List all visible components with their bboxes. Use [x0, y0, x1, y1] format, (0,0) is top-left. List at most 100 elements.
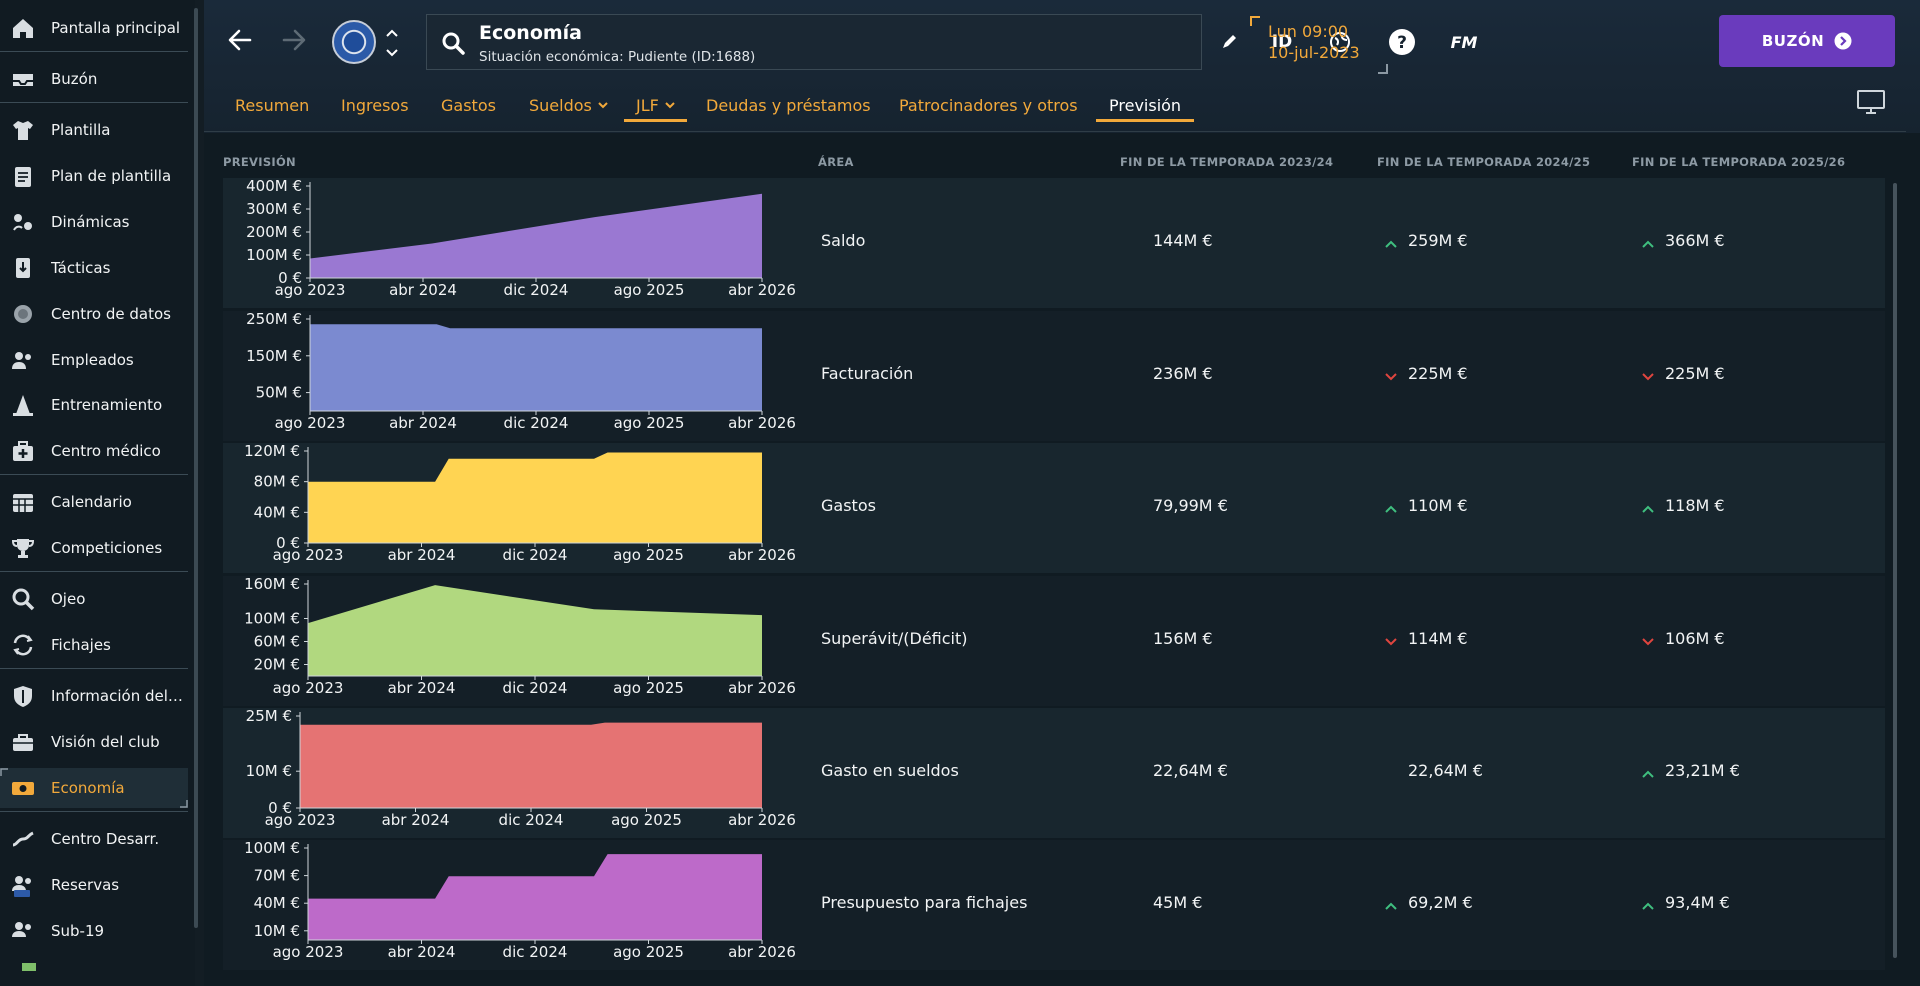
sidebar-item-calendar[interactable]: Calendario: [0, 482, 188, 522]
x-tick-label: abr 2026: [728, 811, 796, 829]
sidebar-item-data-hub[interactable]: Centro de datos: [0, 294, 188, 334]
training-cone-icon: [13, 395, 33, 416]
globe-icon: [1330, 32, 1350, 52]
svg-text:?: ?: [1397, 33, 1407, 53]
u19-icon: [12, 922, 31, 937]
y-tick-label: 0 €: [276, 534, 300, 552]
sidebar-item-clipboard[interactable]: Plan de plantilla: [0, 156, 188, 196]
transfers-icon: [13, 634, 33, 656]
id-label: ID: [1271, 32, 1293, 52]
content-scrollbar[interactable]: [1893, 183, 1897, 958]
column-header-season-2[interactable]: FIN DE LA TEMPORADA 2024/25: [1377, 155, 1591, 169]
y-tick-label: 80M €: [254, 473, 300, 491]
sidebar-item-inbox[interactable]: Buzón: [0, 59, 188, 99]
chevron-updown-icon[interactable]: [384, 26, 400, 60]
season-value: 22,64M €: [1408, 761, 1483, 780]
edit-button[interactable]: [1214, 24, 1244, 60]
sidebar-item-label: Competiciones: [51, 539, 163, 557]
search-box[interactable]: Economía Situación económica: Pudiente (…: [426, 14, 1202, 70]
sidebar-item-home[interactable]: Pantalla principal: [0, 8, 188, 48]
sidebar-item-club-shield[interactable]: Información del club: [0, 676, 188, 716]
y-tick-label: 160M €: [244, 575, 300, 593]
date-day: 10-jul-2023: [1268, 43, 1360, 62]
x-tick-label: dic 2024: [503, 679, 568, 697]
y-tick-label: 300M €: [246, 200, 302, 218]
home-icon: [13, 19, 33, 38]
x-tick-label: ago 2025: [611, 811, 682, 829]
sidebar-item-transfers[interactable]: Fichajes: [0, 625, 188, 665]
date-time: Lun 09:00: [1268, 22, 1349, 41]
staff-icon: [12, 352, 31, 369]
x-tick-label: abr 2026: [728, 943, 796, 961]
tab-label: Resumen: [235, 95, 310, 115]
monitor-icon[interactable]: [1856, 89, 1886, 115]
tab-prevision[interactable]: Previsión: [1109, 90, 1181, 120]
sidebar-item-reserves[interactable]: Reservas: [0, 865, 188, 905]
sidebar-item-money[interactable]: Economía: [0, 768, 188, 808]
column-header-season-1[interactable]: FIN DE LA TEMPORADA 2023/24: [1120, 155, 1334, 169]
sidebar-item-label: Sub-19: [51, 922, 105, 940]
tab-patrocinadores-y-otros[interactable]: Patrocinadores y otros: [899, 90, 1078, 120]
sidebar-item-briefcase[interactable]: Visión del club: [0, 722, 188, 762]
sidebar-separator: [0, 102, 188, 103]
globe-button[interactable]: [1322, 24, 1358, 60]
sidebar-item-staff[interactable]: Empleados: [0, 340, 188, 380]
sidebar-separator: [0, 51, 188, 52]
sidebar-item-label: Plantilla: [51, 121, 111, 139]
x-tick-label: abr 2024: [388, 679, 456, 697]
tab-sueldos[interactable]: Sueldos: [529, 90, 608, 120]
x-tick-label: ago 2023: [273, 943, 344, 961]
header: Economía Situación económica: Pudiente (…: [204, 0, 1920, 133]
x-tick-label: dic 2024: [503, 546, 568, 564]
sidebar-item-dynamics[interactable]: Dinámicas: [0, 202, 188, 242]
back-button[interactable]: [222, 22, 258, 58]
reserves-icon: [12, 876, 31, 897]
sidebar-item-u19[interactable]: Sub-19: [0, 911, 188, 951]
trend-up-icon: [1642, 505, 1654, 513]
y-tick-label: 50M €: [256, 384, 302, 402]
sidebar-item-magnifier[interactable]: Ojeo: [0, 579, 188, 619]
sidebar-item-label: Calendario: [51, 493, 132, 511]
x-tick-label: dic 2024: [504, 281, 569, 299]
tab-resumen[interactable]: Resumen: [235, 90, 309, 120]
column-header-area[interactable]: ÁREA: [818, 155, 854, 169]
data-hub-icon: [14, 305, 32, 323]
sidebar-item-tactics[interactable]: Tácticas: [0, 248, 188, 288]
trend-down-icon: [1385, 373, 1397, 381]
tab-jlf[interactable]: JLF: [636, 90, 675, 120]
area-series: [310, 324, 762, 411]
season-value: 110M €: [1408, 496, 1468, 515]
fm-button[interactable]: FM: [1444, 24, 1484, 60]
tab-deudas-y-prestamos[interactable]: Deudas y préstamos: [706, 90, 871, 120]
sidebar-scrollbar[interactable]: [194, 8, 198, 928]
area-label: Presupuesto para fichajes: [821, 893, 1028, 912]
tab-gastos[interactable]: Gastos: [441, 90, 496, 120]
club-crest[interactable]: [332, 20, 376, 64]
tab-label: Previsión: [1109, 95, 1182, 115]
inbox-continue-button[interactable]: BUZÓN: [1719, 15, 1895, 67]
sidebar-item-trophy[interactable]: Competiciones: [0, 528, 188, 568]
season-value: 114M €: [1408, 629, 1468, 648]
season-value: 45M €: [1153, 893, 1203, 912]
column-header-forecast[interactable]: PREVISIÓN: [223, 155, 296, 169]
help-button[interactable]: ?: [1384, 24, 1420, 60]
date-corner-decoration: [1250, 16, 1260, 26]
sidebar-item-label: Centro médico: [51, 442, 161, 460]
y-tick-label: 60M €: [254, 633, 300, 651]
game-date[interactable]: Lun 09:00 10-jul-2023: [1250, 16, 1388, 74]
sidebar-item-shirt[interactable]: Plantilla: [0, 110, 188, 150]
sidebar-item-development[interactable]: Centro Desarr.: [0, 819, 188, 859]
sidebar-item-training-cone[interactable]: Entrenamiento: [0, 385, 188, 425]
x-tick-label: ago 2025: [614, 281, 685, 299]
season-value: 118M €: [1665, 496, 1725, 515]
calendar-icon: [13, 494, 33, 512]
column-header-season-3[interactable]: FIN DE LA TEMPORADA 2025/26: [1632, 155, 1846, 169]
sidebar-item-medical-kit[interactable]: Centro médico: [0, 431, 188, 471]
tab-ingresos[interactable]: Ingresos: [341, 90, 409, 120]
sidebar-item-label: Información del club: [51, 687, 186, 705]
id-button[interactable]: ID: [1264, 24, 1300, 60]
page-title: Economía: [479, 22, 583, 44]
trend-down-icon: [1385, 638, 1397, 646]
forward-button[interactable]: [276, 22, 312, 58]
y-tick-label: 400M €: [246, 177, 302, 195]
